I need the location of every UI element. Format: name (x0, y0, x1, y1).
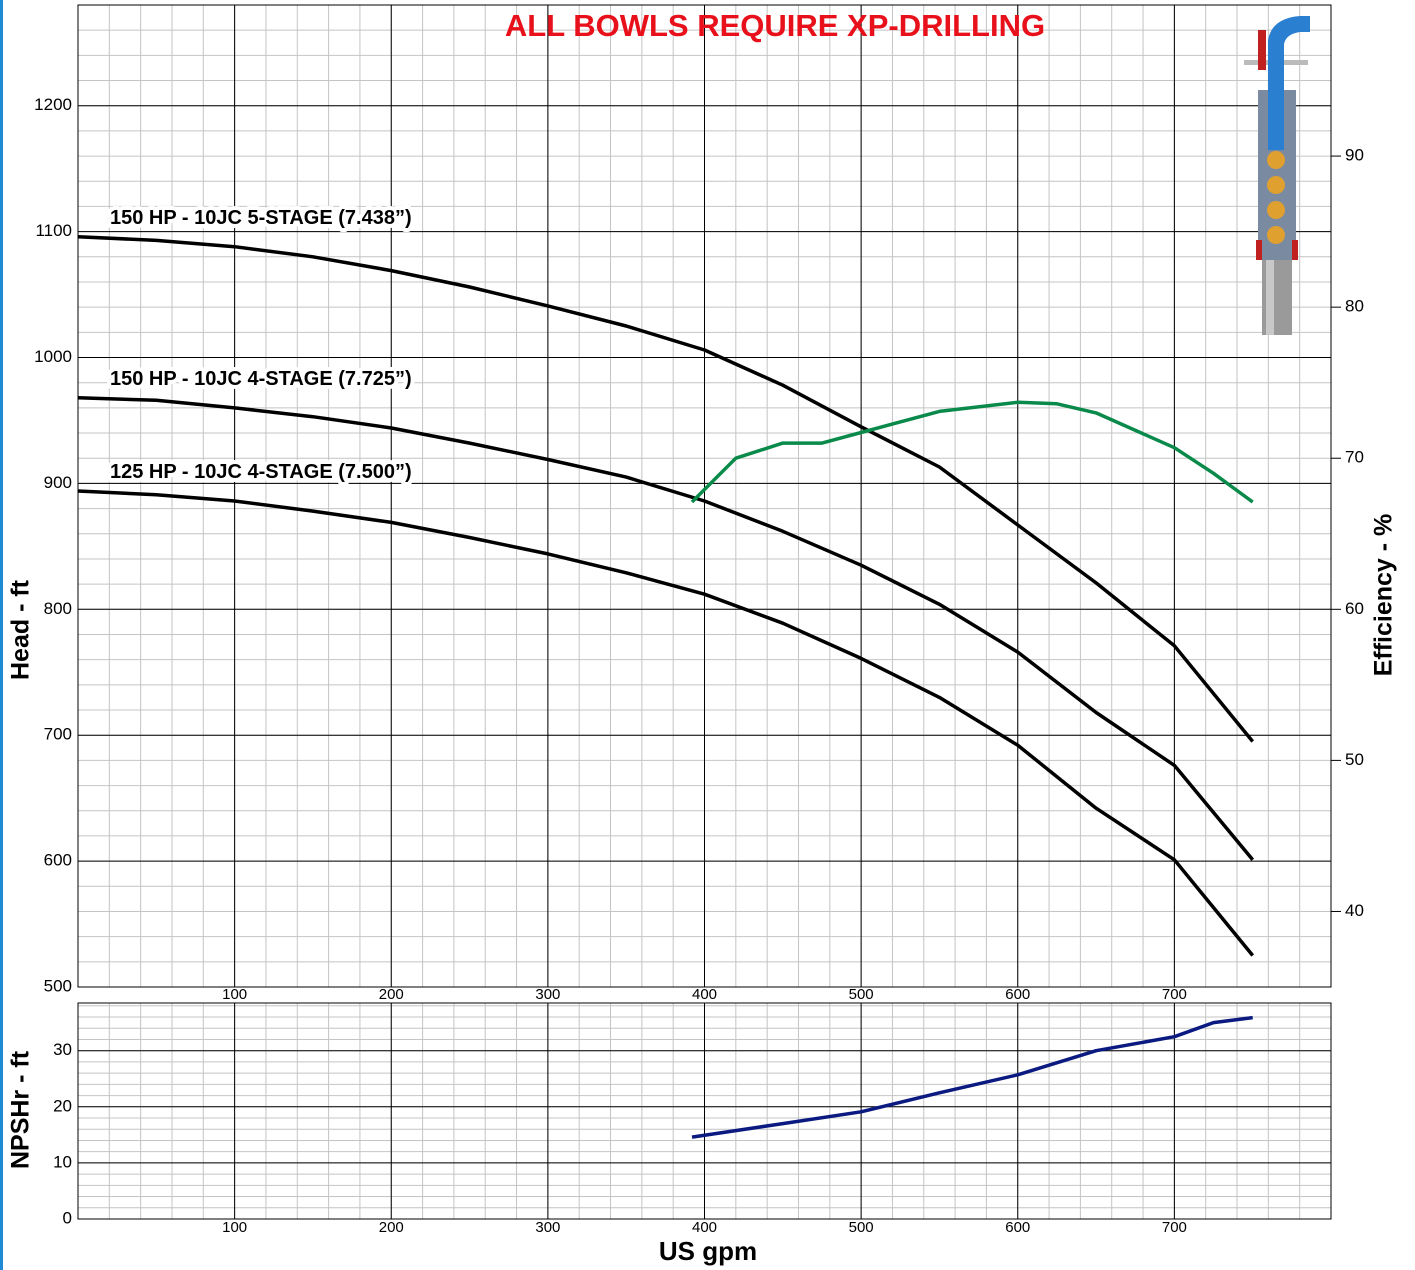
y-tick-label: 600 (44, 851, 72, 870)
y-tick-label: 1000 (34, 347, 72, 366)
series-line (690, 400, 1254, 504)
x-tick-label: 400 (692, 986, 717, 1003)
y2-tick-label: 70 (1345, 448, 1364, 467)
left-border (0, 0, 3, 1270)
x-tick-label: 600 (1005, 1219, 1030, 1236)
y2-tick-label: 80 (1345, 297, 1364, 316)
y-tick-label: 0 (63, 1208, 72, 1227)
x-tick-label: 700 (1162, 986, 1187, 1003)
x-tick-label: 400 (692, 1219, 717, 1236)
chart-title: ALL BOWLS REQUIRE XP-DRILLING (505, 8, 1045, 43)
x-tick-label: 200 (379, 986, 404, 1003)
x-tick-label: 300 (535, 986, 560, 1003)
y-tick-label: 20 (53, 1096, 72, 1115)
x-axis-label: US gpm (659, 1236, 757, 1266)
plot-frame (77, 1002, 1332, 1220)
y2-axis-label: Efficiency - % (1370, 514, 1398, 677)
x-tick-label: 700 (1162, 1219, 1187, 1236)
curve-label: 150 HP - 10JC 4-STAGE (7.725”) (110, 368, 412, 390)
y-tick-label: 700 (44, 725, 72, 744)
x-tick-label: 500 (849, 1219, 874, 1236)
y-tick-label: 800 (44, 599, 72, 618)
y-tick-label: 30 (53, 1040, 72, 1059)
x-tick-label: 300 (535, 1219, 560, 1236)
y2-tick-label: 40 (1345, 901, 1364, 920)
series-line (77, 396, 1255, 861)
y-axis-label: Head - ft (7, 579, 35, 680)
y-tick-label: 10 (53, 1152, 72, 1171)
y-tick-label: 900 (44, 473, 72, 492)
series-line (77, 234, 1255, 743)
y-tick-label: 1100 (35, 221, 72, 240)
pump-illustration (1244, 16, 1310, 335)
x-tick-label: 100 (222, 986, 247, 1003)
y-tick-label: 500 (44, 976, 72, 995)
y2-tick-label: 50 (1345, 750, 1364, 769)
x-tick-label: 200 (379, 1219, 404, 1236)
y-tick-label: 1200 (34, 95, 72, 114)
y2-tick-label: 60 (1345, 599, 1364, 618)
x-tick-label: 100 (222, 1219, 247, 1236)
x-tick-label: 600 (1005, 986, 1030, 1003)
curve-label: 125 HP - 10JC 4-STAGE (7.500”) (110, 461, 412, 483)
series-line (691, 1015, 1253, 1139)
x-tick-label: 500 (849, 986, 874, 1003)
grids (78, 5, 1331, 1220)
y2-tick-label: 90 (1345, 146, 1364, 165)
npsh-axis-label: NPSHr - ft (7, 1050, 35, 1169)
plot-frame (77, 4, 1332, 988)
curve-label: 150 HP - 10JC 5-STAGE (7.438”) (110, 207, 412, 229)
series-line (77, 489, 1255, 957)
